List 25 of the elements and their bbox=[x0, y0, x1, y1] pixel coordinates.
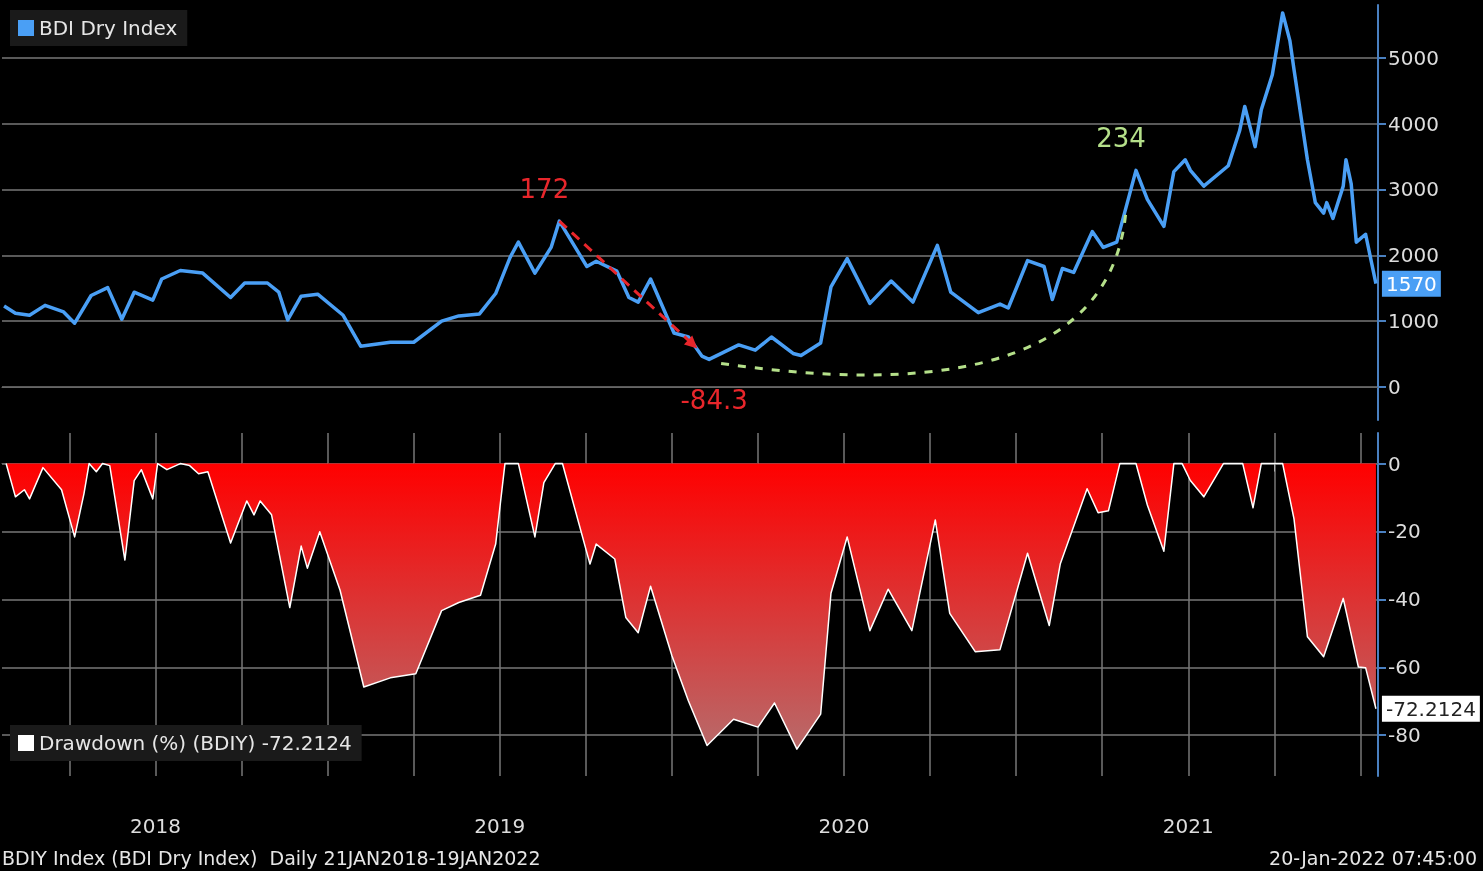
y-tick-label: -20 bbox=[1388, 519, 1421, 544]
y-tick-label: 0 bbox=[1388, 375, 1401, 400]
data-label: 1570 bbox=[1385, 271, 1437, 296]
y-tick-label: -40 bbox=[1388, 587, 1421, 612]
y-tick-label: 0 bbox=[1388, 451, 1401, 476]
x-tick-label: 2019 bbox=[474, 814, 526, 838]
y-tick-label: 5000 bbox=[1388, 45, 1439, 70]
y-tick-label: 1000 bbox=[1388, 309, 1439, 334]
line-series bbox=[2, 11, 1378, 362]
x-tick-label: 2018 bbox=[130, 814, 181, 838]
annotation: 234 bbox=[1096, 123, 1146, 154]
legend-label: BDI Dry Index bbox=[39, 16, 178, 40]
y-tick-label: 3000 bbox=[1388, 177, 1439, 202]
annotation: -84.3 bbox=[680, 385, 748, 416]
data-label: -72.2124 bbox=[1385, 696, 1476, 721]
legend-label: Drawdown (%) (BDIY) -72.2124 bbox=[39, 731, 352, 755]
text: 20-Jan-2022 07:45:00 bbox=[1269, 846, 1478, 869]
annotation: 172 bbox=[519, 174, 570, 205]
y-tick-label: 4000 bbox=[1388, 111, 1439, 136]
y-tick-label: 2000 bbox=[1388, 243, 1439, 268]
y-tick-label: -80 bbox=[1388, 723, 1421, 748]
x-tick-label: 2021 bbox=[1162, 814, 1214, 838]
x-tick-label: 2020 bbox=[818, 814, 870, 838]
y-tick-label: -60 bbox=[1388, 655, 1421, 680]
text: BDIY Index (BDI Dry Index) Daily 21JAN2018-19JAN2022 bbox=[2, 846, 541, 869]
